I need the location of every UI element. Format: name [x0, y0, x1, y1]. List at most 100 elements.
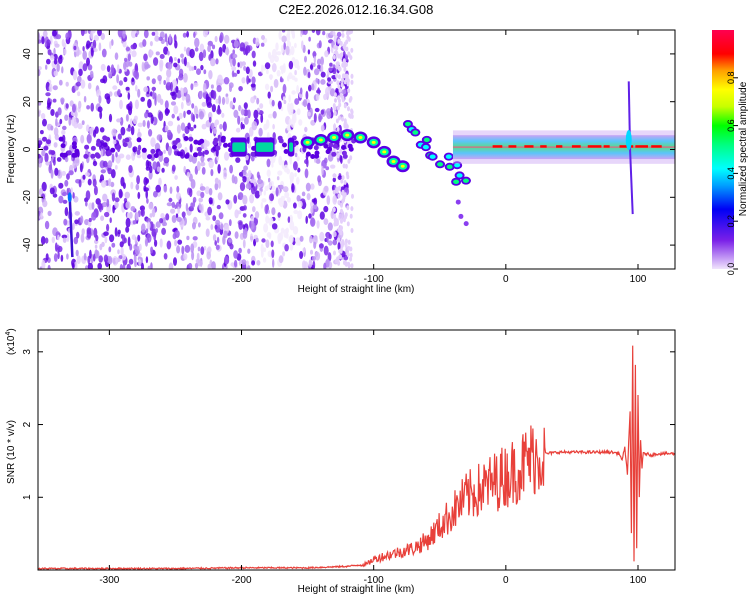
noise-blob [343, 118, 347, 124]
noise-blob [304, 55, 307, 63]
band-blob [193, 152, 198, 158]
noise-blob [332, 31, 336, 37]
band-peak [524, 145, 534, 148]
noise-blob [337, 53, 341, 59]
noise-blob [284, 191, 290, 199]
noise-blob [117, 30, 124, 38]
noise-blob [124, 57, 128, 63]
noise-blob [338, 124, 342, 134]
noise-blob [264, 62, 271, 70]
noise-blob [230, 262, 235, 267]
noise-blob [220, 223, 224, 231]
noise-blob [202, 82, 207, 93]
branch-blob [422, 144, 429, 150]
noise-blob [80, 215, 84, 224]
noise-blob [347, 36, 351, 42]
noise-blob [334, 98, 337, 103]
noise-blob [256, 260, 261, 266]
noise-blob [288, 108, 294, 116]
band-blob [204, 149, 209, 155]
noise-blob [86, 105, 90, 110]
band-blob [305, 151, 311, 157]
noise-blob [255, 37, 260, 47]
snr-frame [37, 329, 676, 571]
noise-blob [267, 91, 271, 99]
noise-blob [159, 62, 163, 72]
noise-blob [265, 239, 270, 248]
noise-blob [56, 157, 62, 162]
noise-blob [173, 257, 177, 266]
noise-blob [339, 248, 343, 254]
noise-blob [64, 156, 69, 163]
noise-blob [117, 249, 120, 255]
noise-blob [115, 151, 118, 158]
noise-blob [193, 65, 197, 70]
noise-blob [112, 85, 118, 90]
noise-blob [50, 109, 55, 116]
noise-blob [135, 33, 138, 38]
noise-blob [190, 202, 194, 208]
noise-blob [231, 70, 235, 78]
noise-blob [86, 229, 92, 239]
noise-blob [275, 42, 279, 51]
noise-blob [180, 122, 186, 131]
noise-blob [283, 99, 287, 105]
noise-blob [85, 201, 88, 207]
noise-blob [294, 77, 298, 82]
noise-blob [240, 109, 245, 116]
noise-blob [271, 48, 277, 59]
noise-blob [328, 67, 333, 72]
noise-blob [49, 83, 53, 92]
band-blob [172, 144, 177, 150]
noise-blob [80, 30, 85, 37]
noise-blob [126, 263, 131, 269]
noise-blob [196, 68, 201, 75]
noise-blob [114, 227, 118, 237]
x-tick-label: -200 [232, 575, 252, 586]
noise-blob [251, 121, 258, 131]
noise-blob [198, 51, 204, 62]
noise-blob [340, 178, 344, 184]
noise-blob [345, 77, 348, 83]
noise-blob [172, 232, 177, 240]
y-tick-label: 3 [22, 349, 33, 355]
noise-blob [264, 83, 270, 91]
branch-blob [456, 173, 463, 178]
noise-blob [336, 126, 340, 132]
noise-blob [337, 227, 341, 233]
colorbar-tick-label: 0.8 [726, 72, 736, 85]
noise-blob [230, 53, 234, 60]
noise-blob [170, 101, 177, 106]
noise-blob [173, 62, 178, 68]
noise-blob [340, 243, 344, 248]
noise-blob [313, 241, 317, 249]
noise-blob [255, 237, 259, 243]
noise-blob [73, 236, 79, 245]
noise-blob [167, 129, 172, 136]
noise-blob [269, 193, 275, 202]
noise-blob [210, 122, 215, 130]
noise-blob [313, 55, 317, 64]
noise-blob [166, 68, 172, 78]
noise-blob [147, 265, 152, 269]
noise-blob [250, 236, 254, 241]
noise-blob [124, 191, 130, 199]
noise-blob [143, 53, 148, 62]
noise-blob [261, 198, 267, 203]
y-tick-label: 20 [22, 96, 33, 108]
noise-blob [140, 208, 145, 217]
noise-blob [102, 201, 108, 208]
noise-blob [229, 243, 234, 250]
noise-blob [147, 98, 152, 109]
noise-blob [311, 83, 315, 91]
noise-blob [203, 246, 207, 251]
noise-blob [197, 161, 201, 171]
noise-blob [128, 211, 133, 219]
noise-blob [324, 50, 329, 58]
noise-blob [244, 41, 249, 47]
noise-blob [293, 209, 299, 215]
band-blob [74, 148, 80, 154]
noise-blob [155, 221, 161, 228]
noise-blob [110, 169, 116, 179]
noise-blob [336, 256, 340, 262]
